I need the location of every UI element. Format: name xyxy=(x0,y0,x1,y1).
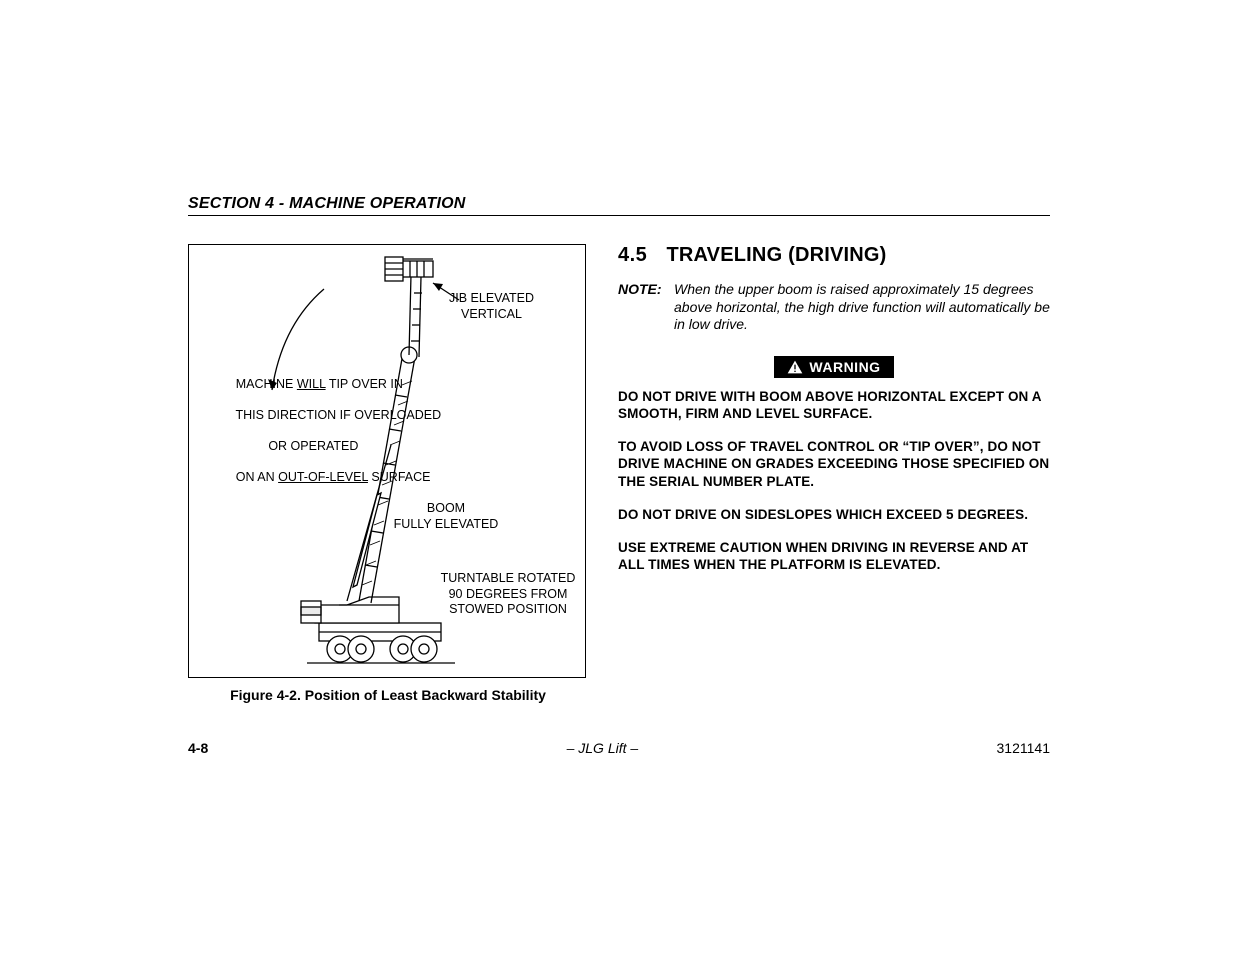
figure-caption: Figure 4-2. Position of Least Backward S… xyxy=(188,687,588,703)
footer-page: 4-8 xyxy=(188,740,208,756)
section-number: 4.5 xyxy=(618,244,662,267)
two-column-layout: JIB ELEVATED VERTICAL MACHINE WILL TIP O… xyxy=(188,244,1050,703)
footer-center: – JLG Lift – xyxy=(567,740,639,756)
warning-badge-text: WARNING xyxy=(809,359,880,375)
label-turntable: TURNTABLE ROTATED 90 DEGREES FROM STOWED… xyxy=(433,571,583,618)
warning-badge: WARNING xyxy=(774,356,894,378)
note-body: When the upper boom is raised approximat… xyxy=(674,281,1050,334)
header-rule xyxy=(188,215,1050,216)
warning-p3: DO NOT DRIVE ON SIDESLOPES WHICH EXCEED … xyxy=(618,506,1050,523)
section-header: SECTION 4 - MACHINE OPERATION xyxy=(188,195,1050,213)
warning-p1: DO NOT DRIVE WITH BOOM ABOVE HORIZONTAL … xyxy=(618,388,1050,423)
left-column: JIB ELEVATED VERTICAL MACHINE WILL TIP O… xyxy=(188,244,588,703)
right-column: 4.5 TRAVELING (DRIVING) NOTE: When the u… xyxy=(618,244,1050,703)
label-boom: BOOM FULLY ELEVATED xyxy=(381,501,511,532)
note: NOTE: When the upper boom is raised appr… xyxy=(618,281,1050,334)
footer-docnum: 3121141 xyxy=(997,740,1050,756)
warning-p2: TO AVOID LOSS OF TRAVEL CONTROL OR “TIP … xyxy=(618,438,1050,490)
footer: 4-8 – JLG Lift – 3121141 xyxy=(188,740,1050,756)
label-jib: JIB ELEVATED VERTICAL xyxy=(449,291,534,322)
warning-triangle-icon xyxy=(787,360,803,374)
note-label: NOTE: xyxy=(618,281,674,334)
figure-box: JIB ELEVATED VERTICAL MACHINE WILL TIP O… xyxy=(188,244,586,678)
label-tipover: MACHINE WILL TIP OVER IN THIS DIRECTION … xyxy=(201,361,391,502)
section-title: TRAVELING (DRIVING) xyxy=(666,244,886,266)
section-heading: 4.5 TRAVELING (DRIVING) xyxy=(618,244,1050,267)
page: SECTION 4 - MACHINE OPERATION xyxy=(0,0,1235,954)
warning-p4: USE EXTREME CAUTION WHEN DRIVING IN REVE… xyxy=(618,539,1050,574)
